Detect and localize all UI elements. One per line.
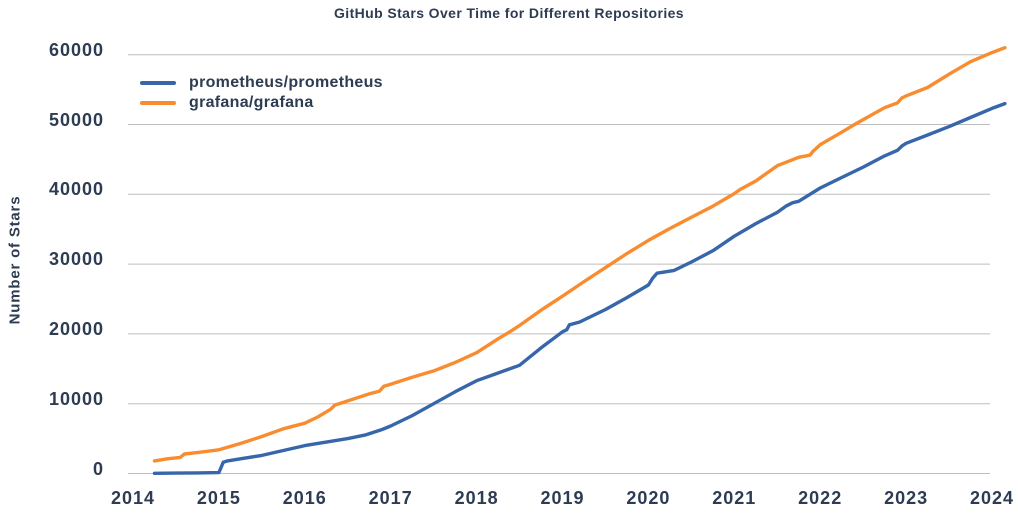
x-tick-label: 2016: [282, 488, 327, 508]
x-tick-label: 2022: [798, 488, 843, 508]
legend-line-swatch: [140, 81, 176, 85]
x-tick-label: 2015: [196, 488, 241, 508]
x-tick-label: 2019: [540, 488, 585, 508]
x-tick-label: 2024: [969, 488, 1015, 508]
x-tick-label: 2017: [368, 488, 413, 508]
y-tick-label: 60000: [48, 39, 104, 60]
chart-title: GitHub Stars Over Time for Different Rep…: [334, 5, 684, 21]
series-line-prometheus: [152, 101, 1007, 475]
series-line-grafana: [152, 46, 1007, 463]
x-tick-label: 2020: [626, 488, 671, 508]
y-tick-label: 50000: [48, 109, 104, 130]
legend-item: prometheus/prometheus: [140, 73, 383, 93]
legend-item: grafana/grafana: [140, 93, 383, 113]
y-tick-label: 30000: [48, 249, 104, 270]
x-tick-label: 2018: [454, 488, 499, 508]
y-tick-label: 40000: [48, 179, 104, 200]
x-tick-label: 2021: [712, 488, 757, 508]
x-tick-label: 2014: [110, 488, 156, 508]
x-tick-label: 2023: [884, 488, 929, 508]
y-tick-label: 20000: [48, 318, 104, 339]
legend-line-swatch: [140, 101, 176, 105]
chart-legend: prometheus/prometheus grafana/grafana: [140, 73, 383, 113]
y-tick-label: 10000: [48, 388, 104, 409]
y-tick-label: 0: [92, 458, 104, 479]
legend-label: grafana/grafana: [189, 94, 314, 111]
legend-label: prometheus/prometheus: [189, 74, 383, 91]
